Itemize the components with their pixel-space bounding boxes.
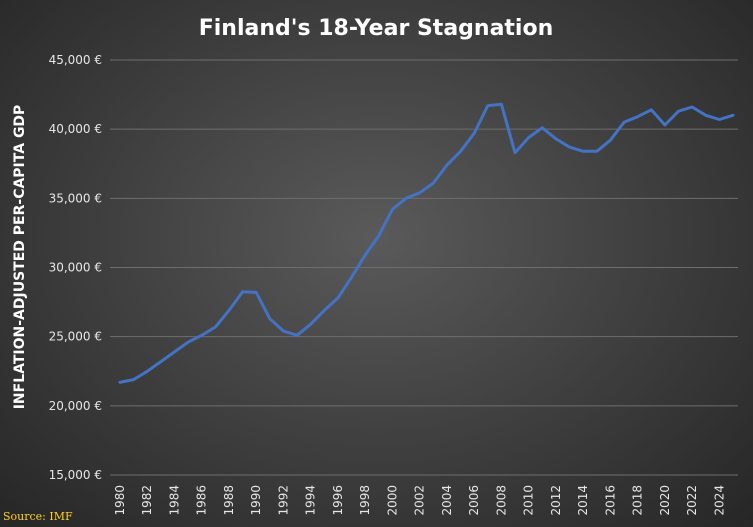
x-tick-label: 2002 — [413, 485, 427, 516]
x-tick-label: 1998 — [358, 485, 372, 516]
x-tick-label: 2016 — [603, 485, 617, 516]
x-tick-label: 1980 — [113, 485, 127, 516]
source-note: Source: IMF — [3, 510, 73, 523]
x-tick-label: 1996 — [331, 485, 345, 516]
x-tick-label: 2008 — [494, 485, 508, 516]
x-tick-label: 1990 — [249, 485, 263, 516]
x-tick-label: 2004 — [440, 485, 454, 516]
x-tick-label: 2012 — [549, 485, 563, 516]
x-tick-label: 1988 — [222, 485, 236, 516]
x-tick-label: 1982 — [140, 485, 154, 516]
y-axis-label: INFLATION-ADJUSTED PER-CAPITA GDP — [12, 105, 28, 410]
x-tick-label: 1984 — [167, 485, 181, 516]
x-tick-label: 1986 — [195, 485, 209, 516]
y-tick-label: 45,000 € — [49, 53, 102, 67]
y-axis-ticks: 15,000 € 20,000 € 25,000 € 30,000 € 35,000 €… — [49, 53, 102, 482]
y-tick-label: 30,000 € — [49, 261, 102, 275]
gridlines — [110, 59, 738, 476]
y-tick-label: 35,000 € — [49, 191, 102, 205]
x-tick-label: 1994 — [304, 485, 318, 516]
y-tick-label: 20,000 € — [49, 399, 102, 413]
y-tick-label: 40,000 € — [49, 122, 102, 136]
series-line-gdp — [118, 102, 735, 384]
x-axis-ticks: 1980 1982 1984 1986 1988 1990 1992 1994 1996 1998… — [113, 485, 726, 516]
x-tick-label: 2018 — [631, 485, 645, 516]
x-tick-label: 2014 — [576, 485, 590, 516]
x-tick-label: 2024 — [712, 485, 726, 516]
y-tick-label: 25,000 € — [49, 330, 102, 344]
x-tick-label: 2020 — [658, 485, 672, 516]
x-tick-label: 1992 — [276, 485, 290, 516]
chart-title: Finland's 18-Year Stagnation — [199, 16, 554, 41]
x-tick-label: 2010 — [522, 485, 536, 516]
x-tick-label: 2000 — [385, 485, 399, 516]
x-tick-label: 2006 — [467, 485, 481, 516]
x-tick-label: 2022 — [685, 485, 699, 516]
y-tick-label: 15,000 € — [49, 468, 102, 482]
